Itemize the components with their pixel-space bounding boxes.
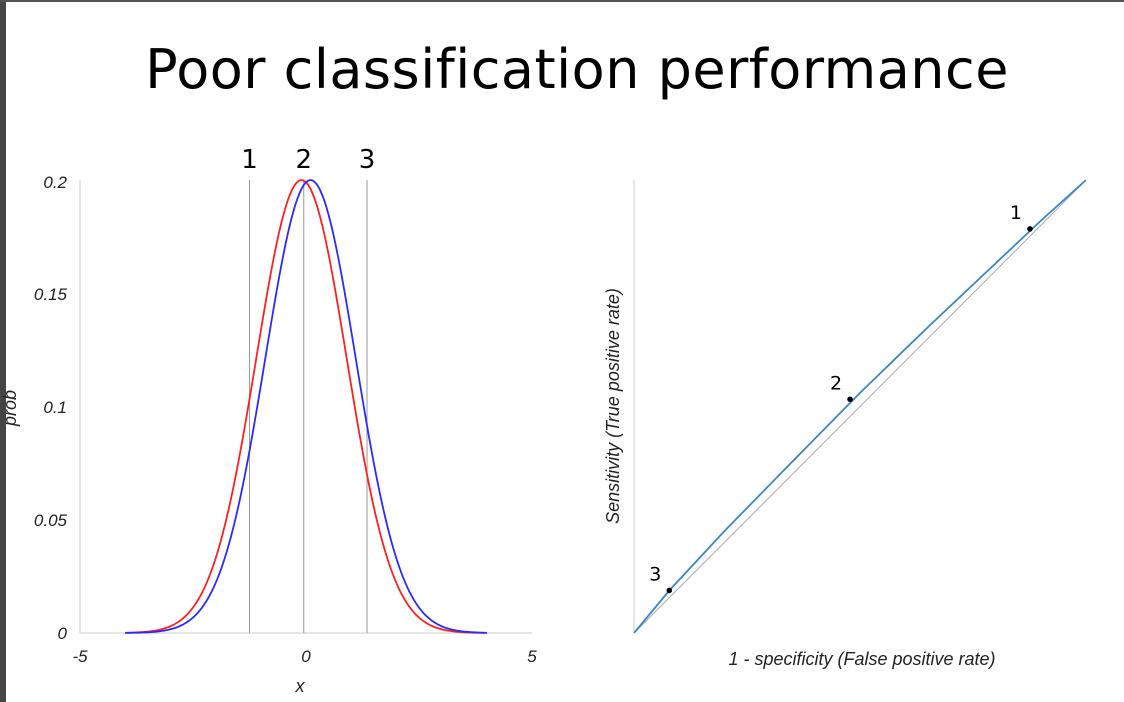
roc-point-2 [847,396,853,403]
chance-diagonal-line [633,179,1087,634]
slide-title: Poor classification performance [145,38,1009,101]
top-edge-bar [0,0,1124,2]
y-tick-0-2: 0.2 [43,173,67,192]
density-curve-1 [125,179,487,634]
roc-point-label-3: 3 [649,563,661,585]
threshold-label-3: 3 [359,145,376,175]
y-tick-0: 0 [58,624,68,643]
roc-curve [633,179,1087,634]
left-x-axis-label: x [295,676,306,696]
density-curve-2 [125,179,487,634]
x-tick-minus-5: -5 [72,647,88,666]
threshold-label-1: 1 [241,145,258,175]
y-tick-0-1: 0.1 [43,398,67,417]
y-tick-0-05: 0.05 [34,511,68,530]
right-y-axis-label: Sensitivity (True positive rate) [603,288,623,524]
y-tick-0-15: 0.15 [34,285,68,304]
x-tick-0: 0 [301,647,311,666]
right-chart-marks: 1 2 3 [633,179,1087,634]
left-y-axis-label: prob [0,390,20,427]
threshold-label-2: 2 [295,145,312,175]
left-edge-bar [0,0,6,702]
right-x-axis-label: 1 - specificity (False positive rate) [728,649,995,669]
roc-point-1 [1027,226,1033,232]
roc-point-label-1: 1 [1010,202,1022,224]
roc-point-label-2: 2 [830,372,842,394]
left-chart-marks: 1 2 3 [125,145,487,634]
x-tick-5: 5 [527,647,537,666]
roc-point-3 [666,587,673,594]
